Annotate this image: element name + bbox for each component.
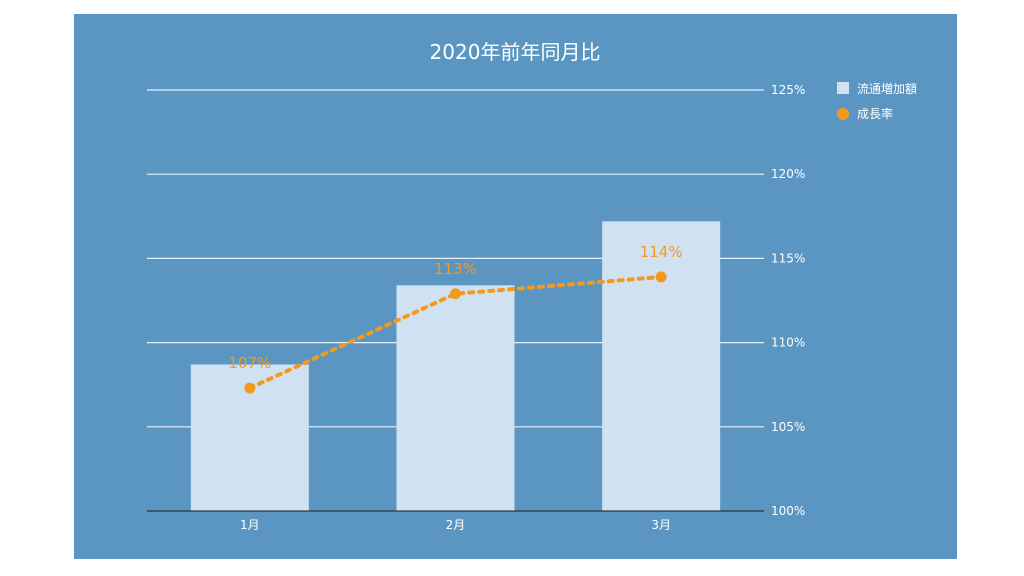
y-tick-label: 100% bbox=[771, 504, 805, 518]
data-label: 113% bbox=[434, 260, 477, 278]
chart-title: 2020年前年同月比 bbox=[430, 40, 601, 64]
y-axis-ticks: 100% 105% 110% 115% 120% 125% bbox=[771, 83, 805, 518]
x-tick-label: 1月 bbox=[240, 518, 260, 532]
x-tick-label: 3月 bbox=[651, 518, 671, 532]
data-label: 114% bbox=[640, 243, 683, 261]
line-series: 107% 113% 114% bbox=[228, 243, 683, 394]
bar bbox=[396, 285, 515, 511]
chart-panel: 2020年前年同月比 107% 113% 114% 100% 105% 110% 115%… bbox=[74, 14, 957, 559]
y-tick-label: 120% bbox=[771, 167, 805, 181]
data-label: 107% bbox=[228, 354, 271, 372]
x-axis-ticks: 1月 2月 3月 bbox=[240, 518, 671, 532]
line-point bbox=[244, 382, 256, 394]
y-tick-label: 110% bbox=[771, 336, 805, 350]
y-tick-label: 125% bbox=[771, 83, 805, 97]
line-point bbox=[655, 271, 667, 283]
bar bbox=[602, 221, 721, 512]
x-tick-label: 2月 bbox=[446, 518, 466, 532]
legend-swatch-line bbox=[837, 108, 849, 120]
legend-label-bar: 流通増加額 bbox=[857, 82, 917, 96]
chart: 2020年前年同月比 107% 113% 114% 100% 105% 110% 115%… bbox=[147, 40, 917, 532]
legend: 流通増加額 成長率 bbox=[837, 82, 917, 121]
growth-line bbox=[247, 274, 664, 391]
y-tick-label: 115% bbox=[771, 251, 805, 265]
bars bbox=[190, 221, 721, 512]
line-point bbox=[450, 288, 461, 300]
y-tick-label: 105% bbox=[771, 420, 805, 434]
legend-label-line: 成長率 bbox=[857, 106, 893, 121]
legend-swatch-bar bbox=[837, 82, 849, 94]
